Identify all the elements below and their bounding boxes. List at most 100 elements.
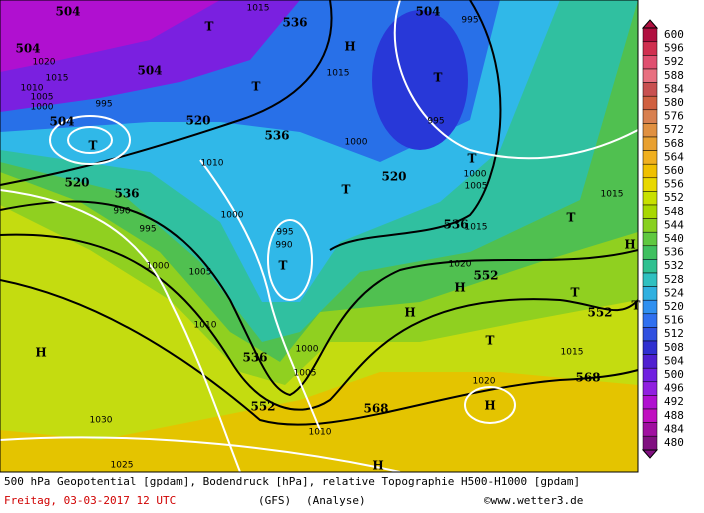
scale-label: 500 xyxy=(664,368,684,381)
isobar-label: 990 xyxy=(275,241,292,251)
scale-swatch xyxy=(642,27,658,43)
isobar-label: 1000 xyxy=(31,103,54,113)
map-symbol-label: 504 xyxy=(415,5,440,19)
isobar-label: 1000 xyxy=(147,262,170,272)
scale-label: 564 xyxy=(664,150,684,163)
isobar-label: 995 xyxy=(427,117,444,127)
scale-label: 524 xyxy=(664,286,684,299)
scale-arrow-top xyxy=(641,19,659,29)
map-symbol-label: 504 xyxy=(137,64,162,78)
scale-swatch xyxy=(642,177,658,192)
isobar-label: 990 xyxy=(113,207,130,217)
scale-label: 572 xyxy=(664,123,684,136)
isobar-label: 1000 xyxy=(345,138,368,148)
map-symbol-label: H xyxy=(454,281,465,295)
geopotential-contours xyxy=(0,0,639,426)
map-frame xyxy=(0,0,639,473)
scale-swatch xyxy=(642,191,658,206)
contour-line xyxy=(0,0,333,186)
scale-swatch xyxy=(642,68,658,83)
scale-label: 600 xyxy=(664,28,684,41)
scale-label: 580 xyxy=(664,96,684,109)
isobar-label: 1015 xyxy=(561,348,584,358)
contour-line xyxy=(199,159,321,431)
isobar-label: 1015 xyxy=(465,223,488,233)
scale-swatch xyxy=(642,272,658,287)
scale-label: 520 xyxy=(664,300,684,313)
footer-run: (Analyse) xyxy=(306,494,366,507)
scale-swatch xyxy=(642,259,658,274)
scale-label: 504 xyxy=(664,354,684,367)
map-symbol-label: 552 xyxy=(250,400,275,414)
scale-swatch xyxy=(642,95,658,111)
scale-swatch xyxy=(642,245,658,260)
map-symbol-label: H xyxy=(344,40,355,54)
map-symbol-label: T xyxy=(486,334,495,348)
scale-swatch xyxy=(642,204,658,219)
scale-swatch xyxy=(642,163,658,179)
scale-label: 588 xyxy=(664,69,684,82)
scale-label: 480 xyxy=(664,436,684,449)
map-symbol-label: 568 xyxy=(575,371,600,385)
contour-line xyxy=(0,233,639,411)
map-symbol-label: T xyxy=(89,139,98,153)
isobar-label: 1010 xyxy=(194,321,217,331)
map-symbol-label: T xyxy=(342,183,351,197)
map-symbol-label: 536 xyxy=(264,129,289,143)
scale-label: 492 xyxy=(664,395,684,408)
contour-line xyxy=(393,0,639,160)
isobar-label: 1010 xyxy=(309,428,332,438)
scale-swatch xyxy=(642,41,658,56)
isobar-label: 1005 xyxy=(31,93,54,103)
map-symbol-label: 504 xyxy=(55,5,80,19)
isobar-label: 1015 xyxy=(247,4,270,14)
footer-source: ©www.wetter3.de xyxy=(484,494,583,507)
scale-swatch xyxy=(642,150,658,165)
scale-swatch xyxy=(642,123,658,138)
contour-line xyxy=(267,219,313,301)
scale-label: 556 xyxy=(664,178,684,191)
scale-label: 484 xyxy=(664,422,684,435)
isobar-label: 995 xyxy=(461,16,478,26)
map-symbol-label: T xyxy=(571,286,580,300)
isobar-label: 1020 xyxy=(473,377,496,387)
scale-swatch xyxy=(642,313,658,328)
isobar-label: 995 xyxy=(276,228,293,238)
isobar-label: 1020 xyxy=(449,260,472,270)
isobar-label: 1010 xyxy=(201,159,224,169)
footer-date: Freitag, 03-03-2017 12 UTC xyxy=(4,494,176,507)
scale-swatch xyxy=(642,286,658,301)
scale-swatch xyxy=(642,408,658,423)
isobar-label: 995 xyxy=(139,225,156,235)
scale-label: 508 xyxy=(664,341,684,354)
isobar-label: 1025 xyxy=(111,461,134,471)
scale-swatch xyxy=(642,218,658,233)
map-symbol-label: H xyxy=(484,399,495,413)
scale-swatch xyxy=(642,327,658,342)
map-symbol-label: 536 xyxy=(443,218,468,232)
scale-label: 512 xyxy=(664,327,684,340)
isobar-label: 1005 xyxy=(294,369,317,379)
map-symbol-label: 552 xyxy=(587,306,612,320)
isobar-label: 995 xyxy=(95,100,112,110)
scale-swatch xyxy=(642,367,658,383)
isobar-label: 1000 xyxy=(296,345,319,355)
map-symbol-label: 536 xyxy=(282,16,307,30)
map-symbol-label: T xyxy=(567,211,576,225)
map-symbol-label: T xyxy=(632,299,641,313)
scale-label: 532 xyxy=(664,259,684,272)
map-symbol-label: T xyxy=(279,259,288,273)
contour-line xyxy=(49,115,131,165)
scale-swatch xyxy=(642,231,658,247)
scale-label: 528 xyxy=(664,273,684,286)
scale-label: 576 xyxy=(664,110,684,123)
scale-swatch xyxy=(642,340,658,355)
map-symbol-label: 520 xyxy=(381,170,406,184)
scale-label: 592 xyxy=(664,55,684,68)
isobar-label: 1020 xyxy=(33,58,56,68)
scale-label: 568 xyxy=(664,137,684,150)
height-band xyxy=(372,10,468,150)
map-symbol-label: 536 xyxy=(114,187,139,201)
isobar-label: 1015 xyxy=(327,69,350,79)
